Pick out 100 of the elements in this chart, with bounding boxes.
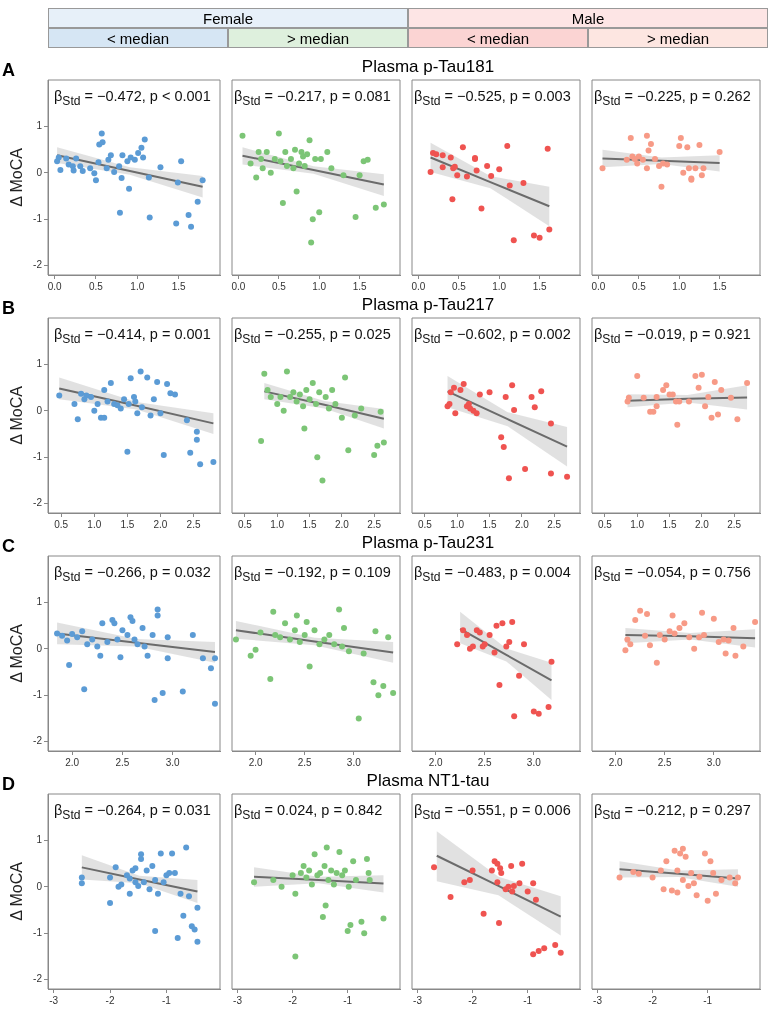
y-tick-label: -2 bbox=[33, 973, 43, 985]
x-tick-label: 1.5 bbox=[712, 280, 727, 292]
x-tick-label: 1.5 bbox=[171, 280, 187, 292]
x-tick-label: 0.5 bbox=[631, 280, 647, 292]
x-tick-label: 0.5 bbox=[597, 518, 613, 530]
x-tick-label: 1.0 bbox=[630, 518, 645, 530]
x-tick-label: 3.0 bbox=[526, 756, 542, 768]
x-tick-label: 0.0 bbox=[231, 280, 246, 292]
legend-title: Female bbox=[48, 8, 408, 28]
x-tick-label: -2 bbox=[468, 994, 478, 1006]
x-tick-label: 1.0 bbox=[130, 280, 145, 292]
annotation: β$_{Std}$ = −0.225, p = 0.262 bbox=[594, 88, 751, 108]
x-tick-label: 2.5 bbox=[727, 518, 742, 530]
x-tick-label: -3 bbox=[233, 994, 243, 1006]
x-tick-label: -3 bbox=[413, 994, 423, 1006]
x-tick-label: 2.0 bbox=[334, 518, 350, 530]
x-tick-label: 3.0 bbox=[346, 756, 362, 768]
x-tick-label: 0.5 bbox=[237, 518, 253, 530]
y-tick-label: -1 bbox=[33, 451, 43, 463]
y-tick-label: 0 bbox=[36, 880, 43, 892]
y-axis-title: Δ MoCA bbox=[8, 147, 26, 207]
annotation: β$_{Std}$ = −0.525, p = 0.003 bbox=[414, 88, 571, 108]
x-tick-label: 1.5 bbox=[662, 518, 677, 530]
x-tick-label: 0.5 bbox=[451, 280, 467, 292]
x-tick-label: 1.0 bbox=[450, 518, 465, 530]
x-tick-label: 1.0 bbox=[492, 280, 507, 292]
x-tick-label: -2 bbox=[105, 994, 115, 1006]
x-tick-label: -3 bbox=[593, 994, 603, 1006]
chart-subtitle: D bbox=[2, 774, 15, 795]
y-tick-label: -2 bbox=[33, 735, 43, 747]
x-tick-label: 0.0 bbox=[591, 280, 606, 292]
annotation: β$_{Std}$ = −0.472, p < 0.001 bbox=[54, 88, 211, 108]
x-tick-label: 2.0 bbox=[514, 518, 530, 530]
chart-title: Plasma p-Tau231 bbox=[360, 532, 496, 554]
annotation: β$_{Std}$ = −0.483, p = 0.004 bbox=[414, 564, 571, 584]
x-tick-label: 1.5 bbox=[532, 280, 547, 292]
x-tick-label: 2.0 bbox=[608, 756, 623, 768]
x-tick-label: 0.5 bbox=[417, 518, 433, 530]
x-tick-label: 2.0 bbox=[153, 518, 168, 530]
annotation: β$_{Std}$ = −0.212, p = 0.297 bbox=[594, 802, 751, 822]
y-axis-title: Δ MoCA bbox=[8, 861, 26, 921]
annotation: β$_{Std}$ = −0.255, p = 0.025 bbox=[234, 326, 391, 346]
y-tick-label: 0 bbox=[36, 404, 43, 416]
x-tick-label: 1.5 bbox=[302, 518, 317, 530]
x-tick-label: -3 bbox=[49, 994, 59, 1006]
text: > median bbox=[588, 28, 768, 48]
x-tick-label: 3.0 bbox=[165, 756, 181, 768]
annotation: β$_{Std}$ = −0.019, p = 0.921 bbox=[594, 326, 751, 346]
x-tick-label: -2 bbox=[288, 994, 298, 1006]
annotation: β$_{Std}$ = −0.551, p = 0.006 bbox=[414, 802, 571, 822]
chart-subtitle: B bbox=[2, 298, 15, 319]
y-tick-label: -1 bbox=[33, 213, 43, 225]
x-tick-label: 1.5 bbox=[352, 280, 367, 292]
x-tick-label: 0.0 bbox=[47, 280, 62, 292]
x-tick-label: -1 bbox=[343, 994, 353, 1006]
text: < median bbox=[408, 28, 588, 48]
y-tick-label: -2 bbox=[33, 497, 43, 509]
x-tick-label: 3.0 bbox=[706, 756, 722, 768]
x-tick-label: 1.5 bbox=[120, 518, 135, 530]
annotation: β$_{Std}$ = −0.217, p = 0.081 bbox=[234, 88, 391, 108]
x-tick-label: -1 bbox=[523, 994, 533, 1006]
x-tick-label: 2.0 bbox=[65, 756, 80, 768]
y-tick-label: 1 bbox=[36, 120, 43, 132]
x-tick-label: -2 bbox=[648, 994, 658, 1006]
x-tick-label: -1 bbox=[161, 994, 172, 1006]
x-tick-label: 2.5 bbox=[657, 756, 673, 768]
x-tick-label: 2.5 bbox=[367, 518, 382, 530]
y-tick-label: 0 bbox=[36, 166, 43, 178]
annotation: β$_{Std}$ = −0.414, p = 0.001 bbox=[54, 326, 211, 346]
legend-title: Male bbox=[408, 8, 768, 28]
annotation: β$_{Std}$ = −0.266, p = 0.032 bbox=[54, 564, 211, 584]
y-tick-label: 1 bbox=[36, 596, 43, 608]
x-tick-label: 1.5 bbox=[482, 518, 497, 530]
text: < median bbox=[48, 28, 228, 48]
x-tick-label: 1.0 bbox=[87, 518, 102, 530]
x-tick-label: 2.5 bbox=[547, 518, 562, 530]
x-tick-label: 0.5 bbox=[271, 280, 287, 292]
y-tick-label: 1 bbox=[36, 834, 43, 846]
chart-subtitle: C bbox=[2, 536, 15, 557]
chart-title: Plasma NT1-tau bbox=[365, 770, 491, 792]
chart-title: Plasma p-Tau217 bbox=[360, 294, 496, 316]
text: > median bbox=[228, 28, 408, 48]
y-tick-label: -1 bbox=[33, 689, 43, 701]
y-tick-label: -1 bbox=[33, 927, 43, 939]
annotation: β$_{Std}$ = −0.054, p = 0.756 bbox=[594, 564, 751, 584]
x-tick-label: 2.5 bbox=[186, 518, 201, 530]
x-tick-label: 2.0 bbox=[248, 756, 263, 768]
chart-subtitle: A bbox=[2, 60, 15, 81]
x-tick-label: 2.5 bbox=[477, 756, 493, 768]
x-tick-label: 2.0 bbox=[694, 518, 710, 530]
x-tick-label: -1 bbox=[703, 994, 713, 1006]
y-axis-title: Δ MoCA bbox=[8, 623, 26, 683]
x-tick-label: 2.5 bbox=[297, 756, 313, 768]
x-tick-label: 0.5 bbox=[54, 518, 69, 530]
chart-title: Plasma p-Tau181 bbox=[360, 56, 496, 78]
x-tick-label: 2.5 bbox=[115, 756, 130, 768]
y-tick-label: 1 bbox=[36, 358, 43, 370]
x-tick-label: 0.5 bbox=[89, 280, 104, 292]
annotation: β$_{Std}$ = −0.264, p = 0.031 bbox=[54, 802, 211, 822]
annotation: β$_{Std}$ = 0.024, p = 0.842 bbox=[234, 802, 383, 822]
